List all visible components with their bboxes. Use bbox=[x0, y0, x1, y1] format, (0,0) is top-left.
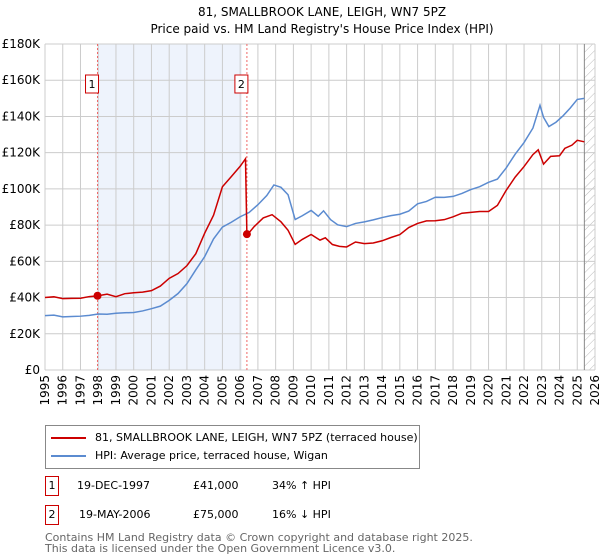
x-tick-label: 2019 bbox=[464, 375, 478, 406]
legend-label: HPI: Average price, terraced house, Wiga… bbox=[95, 449, 328, 462]
x-tick-label: 1998 bbox=[91, 375, 105, 406]
y-tick-label: £140K bbox=[2, 109, 42, 123]
series-line bbox=[44, 97, 585, 318]
sale-point bbox=[242, 230, 251, 239]
chart-title: 81, SMALLBROOK LANE, LEIGH, WN7 5PZ bbox=[198, 5, 446, 19]
x-tick-label: 2004 bbox=[198, 375, 212, 406]
footer-line: Contains HM Land Registry data © Crown c… bbox=[45, 531, 473, 544]
sale-date: 19-DEC-1997 bbox=[77, 479, 151, 492]
sale-marker-box: 2 bbox=[45, 505, 59, 525]
x-tick-label: 2014 bbox=[375, 375, 389, 406]
legend-swatch-red bbox=[51, 436, 86, 439]
x-tick-label: 2017 bbox=[428, 375, 442, 406]
y-tick-label: £100K bbox=[2, 182, 42, 196]
y-tick-label: £20K bbox=[9, 327, 41, 341]
sale-marker-box bbox=[234, 74, 249, 94]
sale-date: 19-MAY-2006 bbox=[79, 508, 151, 521]
x-tick-label: 1996 bbox=[56, 375, 70, 406]
sale-row: 2 19-MAY-2006 £75,000 16% ↓ HPI bbox=[45, 505, 445, 525]
x-tick-label: 2022 bbox=[517, 375, 531, 406]
sale-hpi-diff: 16% ↓ HPI bbox=[272, 508, 331, 521]
x-tick-label: 2010 bbox=[304, 375, 318, 406]
chart-subtitle: Price paid vs. HM Land Registry's House … bbox=[150, 22, 493, 36]
footer-line: This data is licensed under the Open Gov… bbox=[45, 542, 396, 555]
legend-item-property: 81, SMALLBROOK LANE, LEIGH, WN7 5PZ (ter… bbox=[51, 431, 418, 444]
x-tick-label: 1997 bbox=[73, 375, 87, 406]
forecast-hatch bbox=[584, 44, 595, 370]
x-tick-label: 1999 bbox=[109, 375, 123, 406]
x-tick-label: 2009 bbox=[286, 375, 300, 406]
sale-point bbox=[93, 291, 102, 300]
sale-hpi-diff: 34% ↑ HPI bbox=[272, 479, 331, 492]
x-tick-label: 2012 bbox=[340, 375, 354, 406]
price-chart: 81, SMALLBROOK LANE, LEIGH, WN7 5PZ Pric… bbox=[2, 5, 600, 406]
y-tick-label: £0 bbox=[25, 363, 40, 377]
x-tick-label: 2016 bbox=[411, 375, 425, 406]
x-tick-label: 2023 bbox=[535, 375, 549, 406]
sale-price: £41,000 bbox=[193, 479, 239, 492]
x-tick-label: 2026 bbox=[588, 375, 600, 406]
x-tick-label: 2008 bbox=[269, 375, 283, 406]
x-tick-label: 2011 bbox=[322, 375, 336, 406]
legend: 81, SMALLBROOK LANE, LEIGH, WN7 5PZ (ter… bbox=[45, 425, 420, 469]
sale-marker-box bbox=[85, 74, 100, 94]
x-tick-label: 2005 bbox=[215, 375, 229, 406]
y-tick-label: £80K bbox=[9, 218, 41, 232]
series-line bbox=[44, 139, 585, 300]
x-tick-label: 2015 bbox=[393, 375, 407, 406]
legend-item-hpi: HPI: Average price, terraced house, Wiga… bbox=[51, 449, 328, 462]
sale-period-shading bbox=[97, 44, 242, 370]
x-tick-label: 2001 bbox=[144, 375, 158, 406]
x-tick-label: 2020 bbox=[482, 375, 496, 406]
y-tick-label: £60K bbox=[9, 254, 41, 268]
y-tick-label: £160K bbox=[2, 73, 42, 87]
x-tick-label: 2018 bbox=[446, 375, 460, 406]
sale-price: £75,000 bbox=[193, 508, 239, 521]
y-tick-label: £180K bbox=[2, 37, 42, 51]
y-tick-label: £40K bbox=[9, 291, 41, 305]
sale-marker-label: 2 bbox=[238, 78, 245, 91]
x-tick-label: 2021 bbox=[499, 375, 513, 406]
y-tick-label: £120K bbox=[2, 146, 42, 160]
x-tick-label: 2002 bbox=[162, 375, 176, 406]
x-tick-label: 2013 bbox=[357, 375, 371, 406]
x-tick-label: 2025 bbox=[570, 375, 584, 406]
footer: Contains HM Land Registry data © Crown c… bbox=[45, 532, 473, 554]
x-tick-label: 2000 bbox=[127, 375, 141, 406]
x-tick-label: 2006 bbox=[233, 375, 247, 406]
x-tick-label: 2024 bbox=[553, 375, 567, 406]
legend-swatch-blue bbox=[51, 454, 86, 457]
x-tick-label: 2003 bbox=[180, 375, 194, 406]
sale-row: 1 19-DEC-1997 £41,000 34% ↑ HPI bbox=[45, 476, 445, 496]
legend-label: 81, SMALLBROOK LANE, LEIGH, WN7 5PZ (ter… bbox=[95, 431, 418, 444]
sale-marker-label: 1 bbox=[89, 78, 96, 91]
x-tick-label: 1995 bbox=[38, 375, 52, 406]
sale-marker-box: 1 bbox=[45, 476, 59, 496]
x-tick-label: 2007 bbox=[251, 375, 265, 406]
